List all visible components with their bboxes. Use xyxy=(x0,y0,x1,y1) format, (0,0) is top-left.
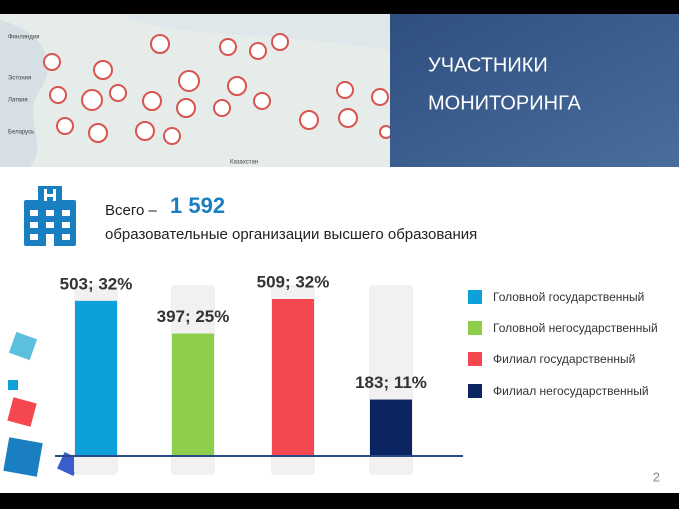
value-label: 503; 32% xyxy=(60,274,133,293)
bar xyxy=(370,399,412,456)
bottom-band xyxy=(0,493,679,509)
map-label: Беларусь xyxy=(8,130,34,136)
legend-swatch xyxy=(468,290,482,304)
value-label: 183; 11% xyxy=(355,373,427,392)
building-icon-details xyxy=(30,189,70,246)
map-label: Финляндия xyxy=(8,35,39,41)
legend-label: Филиал негосударственный xyxy=(493,384,649,398)
legend-swatch xyxy=(468,321,482,335)
top-band xyxy=(0,0,679,14)
map-label: Казахстан xyxy=(230,160,258,166)
legend-swatch xyxy=(468,352,482,366)
slide-title: УЧАСТНИКИ xyxy=(428,54,548,76)
slide-title: МОНИТОРИНГА xyxy=(428,92,582,114)
summary-total: 1 592 xyxy=(170,193,225,218)
page-number: 2 xyxy=(653,469,660,484)
bar xyxy=(75,300,117,456)
map-sea xyxy=(0,20,48,167)
summary-description: образовательные организации высшего обра… xyxy=(105,226,477,243)
map-label: Эстония xyxy=(8,76,31,82)
map-markers xyxy=(43,33,393,145)
summary-prefix: Всего – xyxy=(105,202,157,219)
legend-label: Головной государственный xyxy=(493,290,644,304)
legend-label: Головной негосударственный xyxy=(493,321,658,335)
legend-swatch xyxy=(468,384,482,398)
value-label: 509; 32% xyxy=(257,272,330,291)
title-panel xyxy=(390,14,679,167)
map-region xyxy=(120,14,390,50)
map xyxy=(0,14,393,167)
bar xyxy=(272,299,314,456)
legend-label: Филиал государственный xyxy=(493,352,635,366)
map-label: Латвия xyxy=(8,98,28,104)
bar xyxy=(172,333,214,456)
value-label: 397; 25% xyxy=(157,307,230,326)
